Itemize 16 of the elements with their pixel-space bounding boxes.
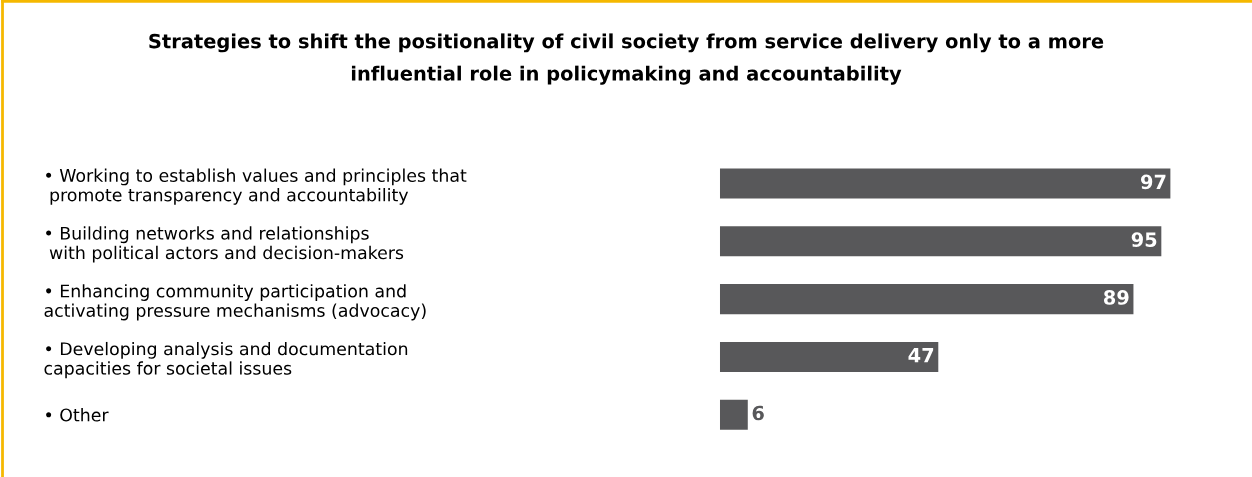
data-label: 47	[908, 348, 934, 363]
y-tick-label: • Other	[46, 408, 109, 422]
data-label: 97	[1140, 174, 1166, 190]
bar	[719, 226, 1162, 257]
y-tick-label: • Enhancing community participation and activating pressure mechanisms (advocacy)	[44, 284, 426, 321]
y-tick-label: • Working to establish values and principles that promote transparency and accountability	[46, 168, 467, 205]
data-label: 89	[1103, 290, 1129, 305]
bar	[719, 168, 1171, 199]
bar	[719, 399, 748, 430]
chart-title: Strategies to shift the positionality of civil society from service delivery only to a more influential role in policymaking and accountability	[149, 33, 1104, 85]
data-label: 6	[752, 405, 764, 421]
bar	[719, 341, 939, 372]
y-tick-label: • Building networks and relationships with political actors and decision-makers	[46, 226, 404, 263]
y-tick-label: • Developing analysis and documentation capacities for societal issues	[44, 341, 408, 379]
bar	[719, 284, 1134, 315]
data-label: 95	[1131, 232, 1157, 247]
